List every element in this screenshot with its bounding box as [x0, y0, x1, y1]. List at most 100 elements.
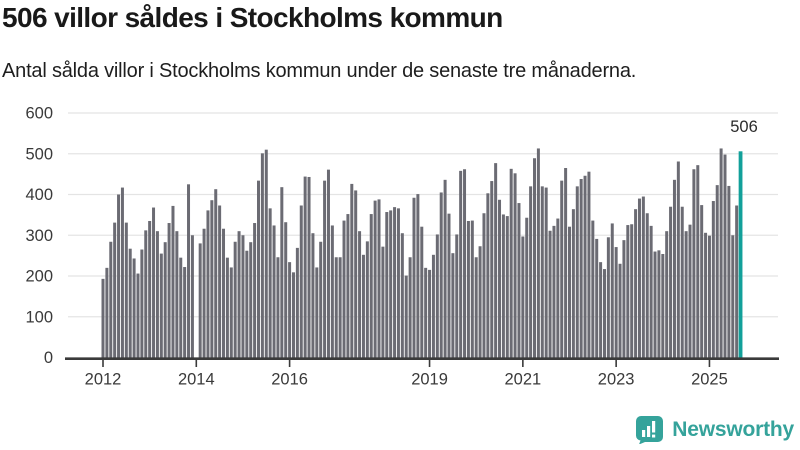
bar	[463, 169, 467, 358]
bar	[148, 220, 152, 358]
bar	[533, 158, 537, 358]
bar	[688, 224, 692, 358]
y-axis-label: 600	[25, 105, 53, 123]
newsworthy-bubble-chart-icon	[636, 416, 664, 444]
bar	[124, 222, 128, 358]
bar	[474, 257, 478, 358]
bar	[579, 179, 583, 358]
bar	[113, 222, 117, 358]
bar	[431, 254, 435, 358]
bar	[280, 187, 284, 358]
bar	[451, 253, 455, 358]
bar	[501, 214, 505, 358]
x-axis-label: 2019	[411, 371, 448, 389]
bar	[719, 148, 723, 358]
bar	[140, 249, 144, 358]
bar	[117, 194, 121, 358]
bar	[560, 180, 564, 358]
bar	[338, 257, 342, 358]
y-axis-label: 500	[25, 145, 53, 163]
bar	[657, 250, 661, 358]
bar	[525, 217, 529, 358]
bar	[120, 187, 124, 358]
bar	[661, 253, 665, 358]
bar	[470, 220, 474, 358]
bar	[249, 242, 253, 358]
bar	[727, 185, 731, 358]
bar	[723, 154, 727, 358]
bar	[672, 179, 676, 358]
bar	[101, 278, 105, 358]
x-axis-label: 2023	[598, 371, 635, 389]
bar	[299, 205, 303, 358]
bar	[295, 247, 299, 358]
bar	[179, 257, 183, 358]
bar	[556, 218, 560, 358]
bar	[404, 275, 408, 358]
bar	[420, 226, 424, 358]
bar	[381, 246, 385, 358]
bar	[241, 235, 245, 358]
bar	[385, 212, 389, 358]
bar	[163, 242, 167, 358]
bar	[711, 201, 715, 358]
bar	[369, 214, 373, 358]
bar	[128, 248, 132, 358]
bar	[408, 257, 412, 358]
bar	[136, 273, 140, 358]
bar	[334, 257, 338, 358]
bar	[676, 161, 680, 358]
bar	[315, 267, 319, 358]
bar	[634, 209, 638, 358]
bar	[552, 225, 556, 358]
bar	[583, 175, 587, 358]
bar	[393, 207, 397, 358]
bar	[288, 262, 292, 358]
bar	[505, 216, 509, 358]
bar	[358, 231, 362, 358]
newsworthy-wordmark: Newsworthy	[672, 417, 794, 441]
bar	[365, 241, 369, 358]
bar	[268, 208, 272, 358]
bar	[245, 250, 249, 358]
bar	[144, 230, 148, 358]
bar	[540, 186, 544, 358]
bar	[684, 231, 688, 358]
bar	[330, 225, 334, 358]
bar	[692, 169, 696, 358]
bar	[606, 237, 610, 358]
bar	[206, 210, 210, 358]
bar	[276, 257, 280, 358]
bar	[319, 241, 323, 358]
bar	[257, 180, 260, 358]
bar	[155, 231, 159, 358]
bar	[225, 257, 229, 358]
bar	[735, 205, 739, 358]
bar	[377, 199, 381, 358]
bar	[696, 165, 700, 358]
bar	[443, 179, 447, 358]
bar	[152, 207, 156, 358]
bar	[571, 209, 575, 358]
bar	[575, 186, 579, 358]
bar	[618, 263, 622, 358]
bar	[260, 153, 264, 358]
bar	[626, 225, 630, 358]
bar	[587, 171, 591, 358]
bar	[253, 223, 257, 358]
bar	[229, 267, 233, 358]
bar	[323, 180, 327, 358]
bar	[614, 247, 618, 358]
bar	[272, 225, 276, 358]
bar	[214, 189, 218, 358]
bar	[564, 168, 568, 358]
bar	[591, 220, 595, 358]
x-axis-label: 2025	[691, 371, 728, 389]
bar	[424, 267, 428, 358]
bar	[400, 233, 404, 358]
bar	[237, 231, 241, 358]
bar	[346, 214, 350, 358]
bar	[536, 148, 540, 358]
bar	[361, 254, 365, 358]
bar	[731, 235, 735, 358]
